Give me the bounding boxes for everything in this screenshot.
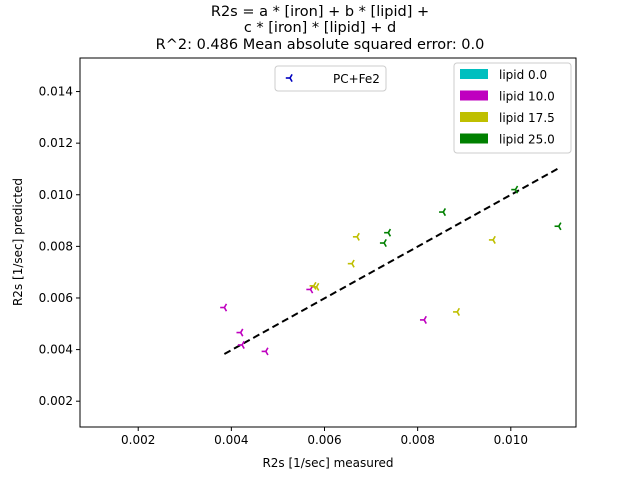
data-point bbox=[379, 238, 387, 248]
data-point bbox=[237, 340, 245, 349]
marker-legend-label: PC+Fe2 bbox=[333, 72, 380, 86]
y-tick-label: 0.012 bbox=[39, 136, 73, 150]
data-point bbox=[439, 208, 447, 217]
y-tick-label: 0.006 bbox=[39, 291, 73, 305]
color-legend: lipid 0.0 lipid 10.0 lipid 17.5 lipid 25.0 bbox=[453, 62, 572, 154]
legend-label: lipid 17.5 bbox=[499, 111, 555, 125]
plot-frame bbox=[79, 57, 577, 428]
marker-legend-box bbox=[274, 65, 387, 92]
data-point bbox=[453, 307, 461, 316]
data-point bbox=[554, 222, 562, 231]
data-point bbox=[511, 185, 519, 194]
legend-swatch bbox=[460, 90, 488, 101]
x-tick-label: 0.002 bbox=[121, 433, 155, 447]
plot-area bbox=[220, 166, 562, 356]
data-point bbox=[384, 228, 392, 237]
marker-legend: PC+Fe2 bbox=[274, 65, 387, 92]
data-point bbox=[419, 315, 427, 324]
y-axis: 0.002 0.004 0.006 0.008 0.010 0.012 0.014 bbox=[39, 85, 80, 408]
chart-title-line-3: R^2: 0.486 Mean absolute squared error: … bbox=[156, 37, 485, 53]
x-tick-label: 0.004 bbox=[214, 433, 248, 447]
fit-line bbox=[223, 166, 561, 355]
chart-title-line-1: R2s = a * [iron] + b * [lipid] + bbox=[211, 4, 429, 20]
y-tick-label: 0.002 bbox=[39, 394, 73, 408]
data-point bbox=[488, 235, 496, 244]
legend-label: lipid 25.0 bbox=[499, 133, 555, 147]
y-axis-label: R2s [1/sec] predicted bbox=[11, 178, 25, 306]
legend-swatch bbox=[460, 133, 488, 144]
x-tick-label: 0.006 bbox=[307, 433, 341, 447]
data-point bbox=[220, 303, 228, 312]
y-tick-label: 0.004 bbox=[39, 343, 73, 357]
legend-label: lipid 10.0 bbox=[499, 90, 555, 104]
color-legend-box bbox=[453, 62, 572, 154]
data-point bbox=[312, 282, 320, 291]
x-tick-label: 0.010 bbox=[494, 433, 528, 447]
y-tick-label: 0.008 bbox=[39, 239, 73, 253]
x-axis-label: R2s [1/sec] measured bbox=[262, 456, 393, 470]
x-tick-label: 0.008 bbox=[400, 433, 434, 447]
marker-legend-glyph bbox=[285, 73, 293, 83]
marker-legend-tri-icon bbox=[285, 73, 293, 83]
legend-swatch bbox=[460, 69, 488, 79]
y-tick-label: 0.014 bbox=[39, 85, 73, 99]
legend-swatch bbox=[460, 112, 488, 122]
x-axis: 0.002 0.004 0.006 0.008 0.010 bbox=[121, 427, 528, 447]
data-point bbox=[236, 328, 244, 337]
data-point bbox=[352, 232, 360, 241]
legend-label: lipid 0.0 bbox=[499, 68, 547, 82]
data-point bbox=[261, 347, 269, 356]
chart-title-line-2: c * [iron] * [lipid] + d bbox=[244, 20, 396, 36]
y-tick-label: 0.010 bbox=[39, 188, 73, 202]
data-point bbox=[347, 259, 355, 268]
